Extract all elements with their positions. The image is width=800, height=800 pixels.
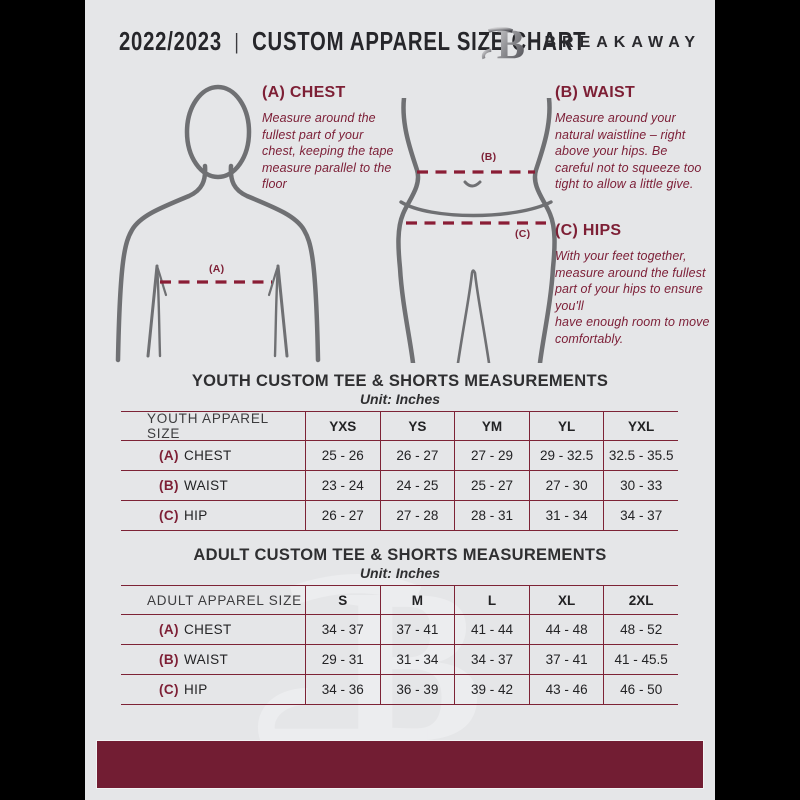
table-cell: 30 - 33	[603, 470, 678, 500]
adult-table-title: ADULT CUSTOM TEE & SHORTS MEASUREMENTS	[193, 546, 607, 564]
youth-size-table: YOUTH APPAREL SIZE YXS YS YM YL YXL (A) …	[121, 411, 678, 531]
hips-heading: (C) HIPS	[555, 222, 622, 239]
table-cell: 29 - 31	[305, 644, 380, 674]
youth-column-header: YM	[454, 411, 529, 440]
adult-row-label: (C) HIP	[121, 674, 305, 704]
youth-column-header: YXS	[305, 411, 380, 440]
table-cell: 25 - 26	[305, 440, 380, 470]
adult-column-header: L	[454, 585, 529, 614]
adult-column-header: M	[379, 585, 455, 614]
adult-column-header: XL	[528, 585, 604, 614]
hips-instructions: With your feet together, measure around …	[555, 249, 710, 346]
table-cell: 36 - 39	[379, 674, 455, 704]
youth-size-header-cell: YOUTH APPAREL SIZE	[121, 411, 305, 441]
footer-accent-bar	[97, 741, 703, 788]
row-name: WAIST	[183, 652, 229, 667]
youth-table-unit: Unit: Inches	[359, 391, 441, 407]
youth-row-label: (B) WAIST	[121, 470, 305, 500]
waist-instructions: Measure around your natural waistline – …	[555, 111, 702, 191]
waist-hips-figure-illustration	[396, 98, 557, 363]
row-key: (C)	[159, 682, 179, 697]
table-cell: 29 - 32.5	[528, 440, 604, 470]
table-cell: 37 - 41	[528, 644, 604, 674]
table-cell: 24 - 25	[379, 470, 455, 500]
brand-name: BREAKAWAY	[544, 34, 701, 51]
table-cell: 44 - 48	[528, 614, 604, 644]
adult-row-label: (A) CHEST	[121, 614, 305, 644]
hips-marker-label: (C)	[515, 228, 531, 240]
brand-lockup: B BREAKAWAY	[478, 20, 701, 66]
table-cell: 31 - 34	[528, 500, 604, 530]
chest-marker-label: (A)	[209, 263, 225, 275]
header-separator: |	[234, 29, 240, 54]
row-key: (A)	[159, 622, 179, 637]
table-cell: 27 - 28	[379, 500, 455, 530]
youth-column-header: YL	[528, 411, 604, 440]
table-cell: 32.5 - 35.5	[603, 440, 678, 470]
waist-heading: (B) WAIST	[555, 84, 636, 101]
table-cell: 34 - 37	[305, 614, 380, 644]
waist-guide-section: (B) WAIST Measure around your natural wa…	[555, 84, 707, 193]
table-cell: 37 - 41	[379, 614, 455, 644]
row-key: (C)	[159, 508, 179, 523]
chest-guide-section: (A) CHEST Measure around the fullest par…	[262, 84, 396, 193]
table-cell: 26 - 27	[305, 500, 380, 530]
table-cell: 34 - 37	[603, 500, 678, 530]
table-cell: 39 - 42	[454, 674, 529, 704]
table-cell: 48 - 52	[603, 614, 678, 644]
table-cell: 27 - 30	[528, 470, 604, 500]
hips-guide-section: (C) HIPS With your feet together, measur…	[555, 222, 713, 347]
youth-table-title: YOUTH CUSTOM TEE & SHORTS MEASUREMENTS	[191, 372, 609, 390]
table-cell: 31 - 34	[379, 644, 455, 674]
header-year: 2022/2023	[119, 26, 222, 56]
waist-marker-label: (B)	[481, 151, 497, 163]
adult-size-table: ADULT APPAREL SIZE S M L XL 2XL (A) CHES…	[121, 585, 678, 705]
table-cell: 41 - 44	[454, 614, 529, 644]
table-cell: 34 - 36	[305, 674, 380, 704]
row-name: HIP	[183, 508, 208, 523]
youth-row-label: (C) HIP	[121, 500, 305, 530]
youth-column-header: YXL	[603, 411, 678, 440]
row-name: CHEST	[183, 622, 232, 637]
adult-row-label: (B) WAIST	[121, 644, 305, 674]
row-key: (B)	[159, 652, 179, 667]
row-key: (B)	[159, 478, 179, 493]
header: 2022/2023 | CUSTOM APPAREL SIZE CHART B	[85, 20, 715, 68]
table-cell: 34 - 37	[454, 644, 529, 674]
youth-row-label: (A) CHEST	[121, 440, 305, 470]
header-title: 2022/2023 | CUSTOM APPAREL SIZE CHART	[119, 26, 586, 57]
table-cell: 23 - 24	[305, 470, 380, 500]
table-cell: 25 - 27	[454, 470, 529, 500]
adult-column-header: S	[305, 585, 380, 614]
chest-heading: (A) CHEST	[262, 84, 346, 101]
table-cell: 27 - 29	[454, 440, 529, 470]
page-title: CUSTOM APPAREL SIZE CHART	[252, 26, 587, 56]
size-chart-page: 2022/2023 | CUSTOM APPAREL SIZE CHART B	[85, 0, 715, 800]
table-cell: 26 - 27	[379, 440, 455, 470]
adult-size-header-cell: ADULT APPAREL SIZE	[121, 585, 305, 614]
adult-table-unit: Unit: Inches	[359, 565, 441, 581]
row-key: (A)	[159, 448, 179, 463]
table-cell: 41 - 45.5	[603, 644, 678, 674]
table-cell: 28 - 31	[454, 500, 529, 530]
table-cell: 46 - 50	[603, 674, 678, 704]
row-name: HIP	[183, 682, 208, 697]
adult-column-header: 2XL	[603, 585, 678, 614]
breakaway-logo-icon: B	[482, 22, 525, 66]
row-name: WAIST	[183, 478, 229, 493]
row-name: CHEST	[183, 448, 232, 463]
youth-column-header: YS	[379, 411, 455, 440]
watermark-logo-icon: B	[257, 543, 483, 778]
table-cell: 43 - 46	[528, 674, 604, 704]
chest-instructions: Measure around the fullest part of your …	[262, 111, 394, 191]
chest-figure-illustration	[115, 84, 321, 363]
